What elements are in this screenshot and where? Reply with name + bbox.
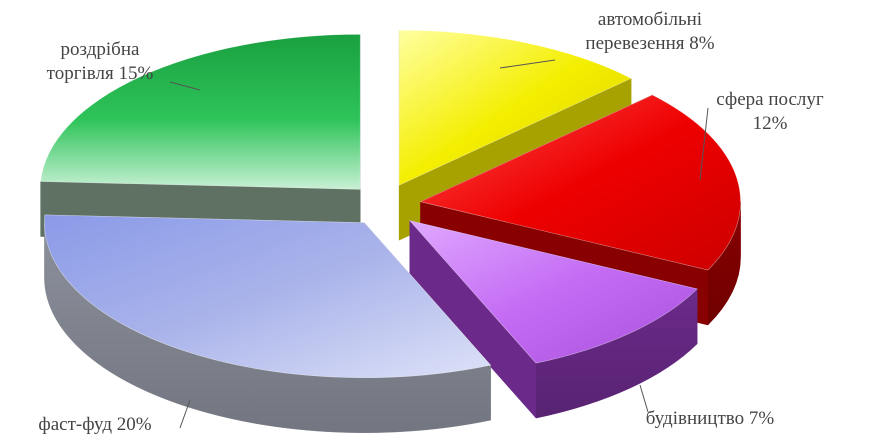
label-retail-leader-line (169, 81, 201, 91)
slice-services-top (419, 94, 741, 271)
label-services-text-0: сфера послуг (716, 89, 824, 110)
label-construction-leader-line (639, 384, 649, 413)
slice-retail-top (40, 34, 361, 190)
label-services-text-1: 12% (753, 113, 788, 134)
label-autotransport-text-0: автомобільні (598, 9, 702, 30)
slice-fastfood (44, 214, 492, 433)
label-retail: роздрібна торгівля 15% (47, 39, 201, 91)
slice-services-side-shade (707, 201, 741, 325)
label-autotransport: автомобільні перевезення 8% (499, 9, 715, 69)
label-construction-text-0: будівництво 7% (646, 408, 775, 429)
label-autotransport-text-1: перевезення 8% (585, 33, 714, 54)
label-construction: будівництво 7% (639, 384, 775, 429)
label-retail-text-1: торгівля 15% (47, 63, 154, 84)
slice-fastfood-top (44, 214, 492, 379)
label-retail-text-0: роздрібна (61, 39, 140, 60)
label-fastfood-leader-line (179, 399, 191, 429)
label-services: сфера послуг 12% (699, 89, 824, 181)
slice-construction-side-shade (535, 288, 698, 419)
label-fastfood-text-0: фаст-фуд 20% (38, 414, 151, 435)
label-services-leader-line (699, 107, 709, 181)
slice-autotransport-top (398, 29, 632, 186)
slice-construction (408, 219, 698, 419)
slice-fastfood-side-shade (44, 222, 491, 433)
label-fastfood: фаст-фуд 20% (38, 399, 191, 435)
slice-construction-top (408, 220, 698, 364)
label-autotransport-leader-line (499, 59, 556, 69)
